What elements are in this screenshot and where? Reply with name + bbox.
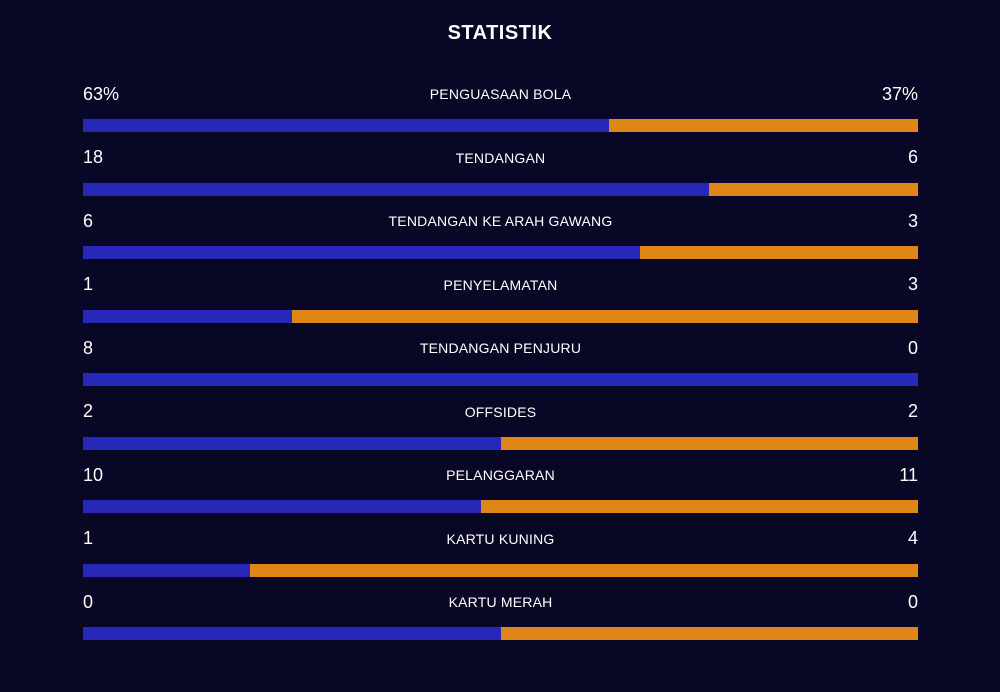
stat-label: TENDANGAN KE ARAH GAWANG	[388, 213, 613, 229]
home-value: 63%	[83, 83, 120, 104]
away-value: 4	[907, 528, 918, 548]
stat-label: TENDANGAN PENJURU	[419, 340, 582, 356]
stat-bar	[83, 373, 918, 386]
home-value: 8	[83, 337, 94, 358]
away-bar	[500, 627, 918, 640]
home-bar	[83, 373, 918, 386]
away-bar	[480, 500, 918, 513]
stat-bar	[83, 500, 918, 513]
stat-label: KARTU MERAH	[448, 594, 553, 610]
home-bar	[83, 627, 501, 640]
away-value: 37%	[881, 83, 918, 104]
stat-label: KARTU KUNING	[446, 530, 555, 547]
stat-row-saves: 1 PENYELAMATAN 3	[83, 271, 918, 335]
away-bar	[291, 309, 918, 323]
stat-row-fouls: 10 PELANGGARAN 11	[83, 461, 918, 525]
home-value: 1	[83, 274, 94, 294]
away-bar	[250, 563, 918, 577]
stat-label: PENYELAMATAN	[443, 276, 558, 293]
away-value: 2	[907, 401, 918, 421]
stat-bar	[83, 436, 918, 450]
stat-bar	[83, 627, 918, 640]
home-value: 2	[83, 401, 94, 421]
stat-bar	[83, 246, 918, 259]
stat-bar	[83, 182, 918, 196]
stats-list: 63% PENGUASAAN BOLA 37% 18 TENDANGAN 6 6…	[83, 80, 918, 652]
stat-row-shots-on-target: 6 TENDANGAN KE ARAH GAWANG 3	[83, 207, 918, 271]
stat-bar	[83, 309, 918, 323]
away-bar	[609, 119, 918, 132]
away-value: 11	[899, 464, 918, 485]
home-value: 0	[83, 591, 94, 612]
home-bar	[83, 436, 501, 450]
away-bar	[709, 182, 918, 196]
away-bar	[639, 246, 918, 259]
stat-label: PELANGGARAN	[446, 467, 555, 483]
stats-title: STATISTIK	[447, 22, 553, 44]
away-value: 6	[907, 147, 918, 167]
stat-row-possession: 63% PENGUASAAN BOLA 37%	[83, 80, 918, 144]
home-value: 10	[83, 464, 104, 485]
home-value: 1	[83, 528, 94, 548]
away-bar	[500, 436, 918, 450]
home-bar	[83, 246, 640, 259]
stat-label: TENDANGAN	[455, 149, 546, 166]
home-bar	[83, 309, 292, 323]
home-bar	[83, 500, 481, 513]
stat-label: PENGUASAAN BOLA	[429, 86, 572, 102]
away-value: 3	[907, 274, 918, 294]
away-value: 3	[907, 210, 918, 231]
stat-label: OFFSIDES	[464, 403, 537, 420]
home-value: 6	[83, 210, 94, 231]
home-bar	[83, 563, 250, 577]
stat-row-shots: 18 TENDANGAN 6	[83, 144, 918, 208]
home-bar	[83, 119, 610, 132]
stat-bar	[83, 563, 918, 577]
stat-bar	[83, 119, 918, 132]
stat-row-offsides: 2 OFFSIDES 2	[83, 398, 918, 462]
stat-row-corners: 8 TENDANGAN PENJURU 0	[83, 334, 918, 398]
stat-row-red-cards: 0 KARTU MERAH 0	[83, 588, 918, 652]
away-value: 0	[907, 591, 918, 612]
stat-row-yellow-cards: 1 KARTU KUNING 4	[83, 525, 918, 589]
home-bar	[83, 182, 710, 196]
home-value: 18	[83, 147, 104, 167]
away-value: 0	[907, 337, 918, 358]
